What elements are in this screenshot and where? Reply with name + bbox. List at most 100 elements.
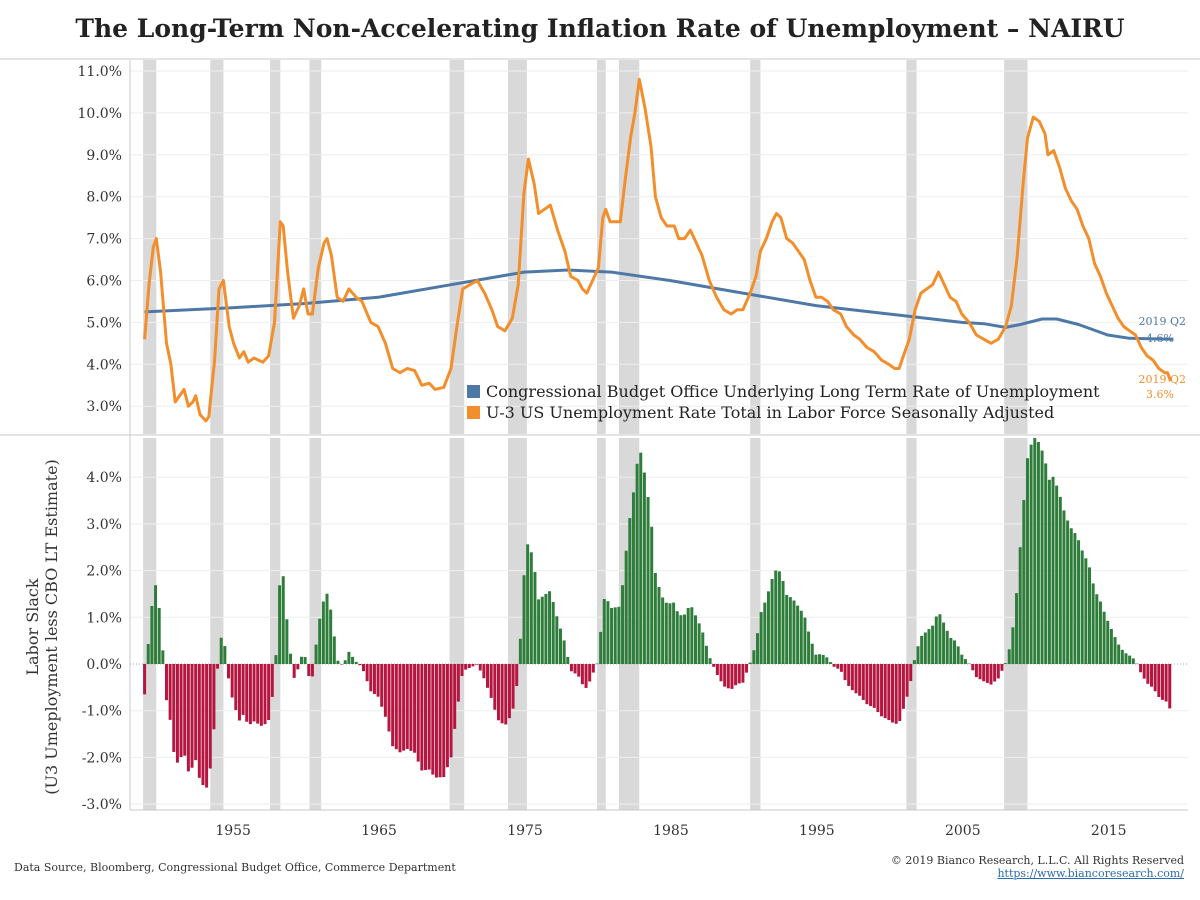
- slack-bar-positive: [963, 659, 967, 664]
- slack-bar-positive: [693, 615, 697, 664]
- slack-bar-negative: [1157, 664, 1161, 698]
- slack-bar-negative: [431, 664, 435, 775]
- copyright-note: © 2019 Bianco Research, L.L.C. All Right…: [890, 854, 1184, 867]
- legend-swatch: [467, 385, 480, 398]
- recession-bands-bottom: [143, 438, 1028, 810]
- slack-bar-negative: [591, 664, 595, 673]
- slack-bar-positive: [814, 654, 818, 664]
- slack-bar-positive: [1029, 444, 1033, 664]
- slack-bar-positive: [1055, 485, 1059, 664]
- slack-bar-positive: [1073, 533, 1077, 664]
- slack-bar-negative: [745, 664, 749, 673]
- slack-bar-negative: [496, 664, 500, 721]
- slack-bar-negative: [996, 664, 1000, 679]
- slack-bar-positive: [788, 597, 792, 664]
- y-tick-label: 8.0%: [86, 190, 122, 206]
- slack-bar-negative: [460, 664, 464, 677]
- cbo-line: [144, 268, 1174, 341]
- slack-bar-positive: [617, 606, 621, 664]
- slack-bar-positive: [274, 655, 278, 664]
- slack-bar-positive: [526, 544, 530, 664]
- slack-bar-positive: [533, 571, 537, 664]
- slack-bar-negative: [730, 664, 734, 689]
- slack-bar-positive: [1135, 663, 1139, 665]
- slack-bar-negative: [573, 664, 577, 674]
- slack-bar-positive: [697, 623, 701, 664]
- slack-bar-positive: [1051, 476, 1055, 664]
- slack-bar-positive: [1018, 547, 1022, 664]
- y-tick-label: 5.0%: [86, 315, 122, 331]
- slack-bar-positive: [1047, 479, 1051, 664]
- slack-bar-negative: [989, 664, 993, 685]
- slack-bar-positive: [1004, 663, 1008, 664]
- y-tick-label: -3.0%: [82, 797, 122, 813]
- slack-bar-negative: [387, 664, 391, 732]
- slack-bar-negative: [861, 664, 865, 700]
- x-tick-label: 2015: [1091, 823, 1127, 839]
- slack-bar-negative: [164, 664, 168, 701]
- y-tick-label: 1.0%: [86, 610, 122, 626]
- slack-bar-negative: [850, 664, 854, 691]
- slack-bar-positive: [219, 637, 223, 664]
- slack-bar-negative: [486, 664, 490, 688]
- slack-bar-positive: [562, 640, 566, 664]
- slack-bar-positive: [1124, 653, 1128, 664]
- slack-bar-positive: [763, 602, 767, 664]
- slack-bar-positive: [1098, 601, 1102, 664]
- slack-bar-negative: [478, 664, 482, 671]
- recession-band: [143, 438, 157, 810]
- slack-bar-negative: [292, 664, 296, 678]
- slack-bar-negative: [872, 664, 876, 708]
- recession-band: [618, 60, 640, 434]
- slack-bar-negative: [1168, 664, 1172, 709]
- slack-bar-positive: [631, 492, 635, 664]
- x-tick-label: 1975: [507, 823, 543, 839]
- slack-bar-positive: [602, 599, 606, 664]
- slack-bar-negative: [974, 664, 978, 678]
- slack-bar-positive: [803, 617, 807, 664]
- slack-bar-positive: [1091, 583, 1095, 664]
- y-tick-label: -1.0%: [82, 704, 122, 720]
- slack-bar-negative: [719, 664, 723, 682]
- slack-bar-negative: [263, 664, 267, 725]
- slack-bar-positive: [157, 607, 161, 664]
- x-tick-label: 1995: [799, 823, 835, 839]
- slack-bar-positive: [810, 643, 814, 664]
- slack-bar-negative: [909, 664, 913, 682]
- website-link[interactable]: https://www.biancoresearch.com/: [997, 867, 1184, 880]
- gridlines-top: [130, 70, 1188, 407]
- slack-bar-positive: [559, 628, 562, 664]
- slack-bar-negative: [307, 664, 311, 677]
- slack-bar-negative: [715, 664, 719, 675]
- slack-bar-positive: [529, 552, 533, 664]
- slack-bar-negative: [230, 664, 234, 698]
- slack-bar-positive: [1022, 500, 1026, 664]
- slack-bar-negative: [734, 664, 738, 686]
- slack-bar-negative: [1139, 664, 1143, 673]
- slack-bar-positive: [566, 656, 570, 664]
- slack-bar-positive: [1084, 558, 1088, 664]
- slack-bar-positive: [161, 650, 165, 664]
- slack-bar-negative: [843, 664, 847, 681]
- slack-bar-positive: [1120, 649, 1124, 664]
- recession-band: [270, 438, 281, 810]
- slack-bar-positive: [752, 650, 756, 664]
- slack-bar-negative: [241, 664, 245, 715]
- slack-bar-positive: [942, 622, 946, 664]
- slack-bar-positive: [967, 663, 971, 665]
- slack-bar-negative: [372, 664, 376, 695]
- slack-bar-positive: [781, 580, 785, 664]
- slack-bar-positive: [1007, 649, 1011, 664]
- slack-bar-negative: [420, 664, 424, 771]
- slack-bar-positive: [1131, 658, 1135, 664]
- y-tick-label: 3.0%: [86, 399, 122, 415]
- slack-bar-negative: [270, 664, 274, 697]
- recession-band: [906, 60, 917, 434]
- legend-label: U-3 US Unemployment Rate Total in Labor …: [486, 403, 1054, 422]
- slack-bar-negative: [723, 664, 727, 687]
- slack-bar-positive: [314, 644, 318, 664]
- y-axis-label-bottom: Labor Slack (U3 Umeployment less CBO LT E…: [23, 459, 61, 795]
- slack-bar-negative: [252, 664, 256, 722]
- recession-band: [596, 438, 606, 810]
- slack-bar-negative: [296, 664, 300, 670]
